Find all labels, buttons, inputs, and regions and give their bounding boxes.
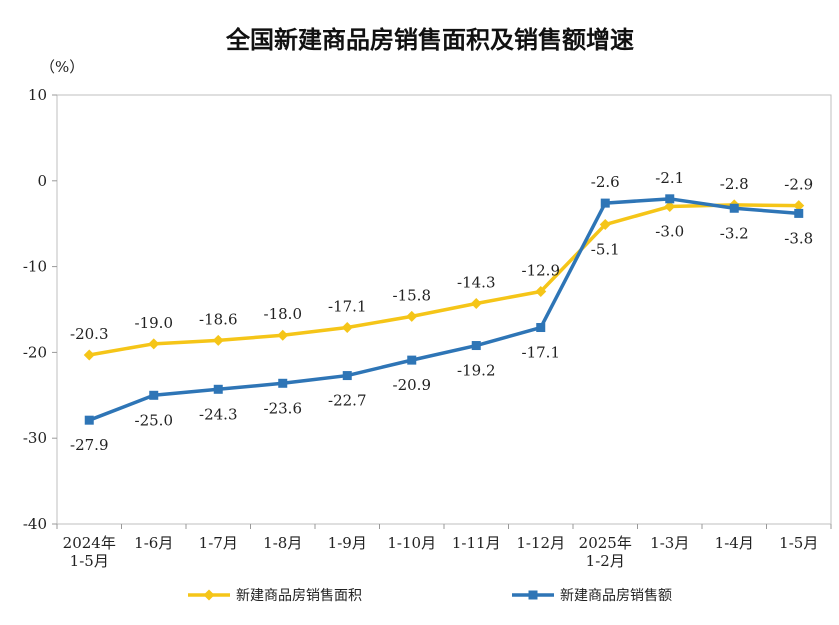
data-label: -23.6 <box>264 399 302 417</box>
legend-swatch-marker <box>203 589 215 601</box>
data-point-marker <box>341 322 353 334</box>
data-label: -27.9 <box>70 436 108 454</box>
data-point-marker <box>793 200 805 212</box>
x-tick-label: 2025年 1-2月 <box>579 534 632 570</box>
data-point-marker <box>729 203 739 213</box>
data-point-marker <box>84 415 94 425</box>
data-label: -2.1 <box>655 169 684 187</box>
data-point-marker <box>277 329 289 341</box>
data-labels: -20.3 -19.0 -18.6 -18.0 -17.1 -15.8 -14.3 -12.9… <box>70 169 813 454</box>
data-label: -20.9 <box>393 376 431 394</box>
data-label: -12.9 <box>522 261 560 279</box>
data-label: -17.1 <box>328 298 366 316</box>
series-line <box>88 197 799 422</box>
data-point-marker <box>599 219 611 231</box>
data-point-marker <box>535 285 547 297</box>
data-point-marker <box>664 201 676 213</box>
y-tick-label: 10 <box>28 86 47 104</box>
data-point-marker <box>407 355 417 365</box>
data-label: -3.0 <box>655 223 684 241</box>
series-layer <box>83 194 805 425</box>
x-tick-label: 1-8月 <box>263 534 302 552</box>
x-tick-label: 1-3月 <box>650 534 689 552</box>
data-label: -14.3 <box>457 273 495 291</box>
data-point-marker <box>148 338 160 350</box>
legend-swatch-marker <box>528 590 538 600</box>
x-tick-label: 1-10月 <box>387 534 436 552</box>
data-label: -25.0 <box>135 411 173 429</box>
data-label: -19.0 <box>135 314 173 332</box>
x-tick-label: 1-12月 <box>516 534 565 552</box>
data-label: -24.3 <box>199 405 237 423</box>
data-point-marker <box>149 390 159 400</box>
x-tick-label: 2024年 1-5月 <box>63 534 116 570</box>
data-label: -3.8 <box>784 229 813 247</box>
data-point-marker <box>470 297 482 309</box>
data-point-marker <box>536 323 546 333</box>
series-line <box>88 203 799 357</box>
y-tick-label: -40 <box>23 515 47 533</box>
y-axis-unit: （%） <box>40 58 84 76</box>
data-label: -22.7 <box>328 392 366 410</box>
x-tick-label: 1-4月 <box>715 534 754 552</box>
x-tick-label: 1-11月 <box>452 534 501 552</box>
data-label: -19.2 <box>457 362 495 380</box>
data-label: -2.9 <box>784 176 813 194</box>
data-label: -3.2 <box>720 224 749 242</box>
data-label: -2.6 <box>591 173 620 191</box>
y-tick-label: -30 <box>23 429 47 447</box>
data-label: -20.3 <box>70 325 108 343</box>
data-point-marker <box>471 341 481 351</box>
legend: 新建商品房销售面积 新建商品房销售额 <box>188 588 672 604</box>
x-tick-label: 1-9月 <box>328 534 367 552</box>
y-tick-label: -20 <box>23 343 47 361</box>
data-point-marker <box>212 334 224 346</box>
data-label: -2.8 <box>720 175 749 193</box>
data-point-marker <box>342 371 352 381</box>
legend-label: 新建商品房销售额 <box>560 588 672 604</box>
axes: 10 0 -10 -20 -30 -40 2024年 1-5月 1-6月 1-7月 1-8月 1-9月… <box>23 86 832 570</box>
data-point-marker <box>213 384 223 394</box>
chart-title: 全国新建商品房销售面积及销售额增速 <box>225 26 634 54</box>
data-point-marker <box>83 349 95 361</box>
data-point-marker <box>406 310 418 322</box>
data-point-marker <box>794 208 804 218</box>
data-label: -5.1 <box>591 241 620 259</box>
x-tick-label: 1-7月 <box>199 534 238 552</box>
legend-label: 新建商品房销售面积 <box>236 588 362 604</box>
data-point-marker <box>600 198 610 208</box>
y-tick-label: -10 <box>23 258 47 276</box>
x-tick-label: 1-5月 <box>779 534 818 552</box>
x-tick-label: 1-6月 <box>134 534 173 552</box>
y-tick-label: 0 <box>37 172 47 190</box>
data-label: -17.1 <box>522 344 560 362</box>
data-point-marker <box>665 194 675 204</box>
data-label: -15.8 <box>393 286 431 304</box>
data-label: -18.6 <box>199 310 237 328</box>
data-point-marker <box>278 378 288 388</box>
data-label: -18.0 <box>264 305 302 323</box>
